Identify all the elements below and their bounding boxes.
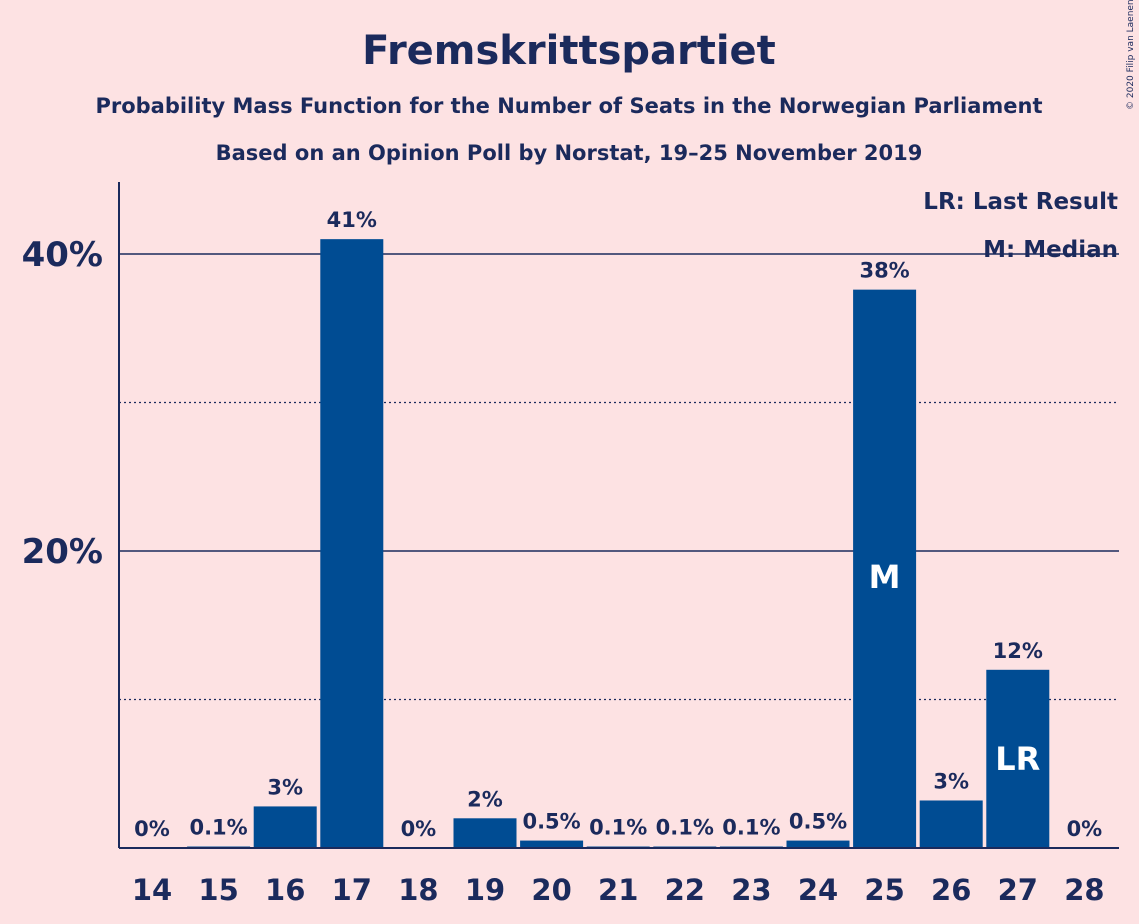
x-tick-label-21: 21	[598, 873, 638, 907]
bar-seats-19	[453, 818, 517, 848]
x-tick-label-19: 19	[465, 873, 505, 907]
y-tick-label: 40%	[22, 235, 103, 275]
x-tick-label-28: 28	[1064, 873, 1104, 907]
chart-subtitle: Probability Mass Function for the Number…	[95, 94, 1042, 118]
x-tick-label-25: 25	[864, 873, 904, 907]
data-label-seats-20: 0.5%	[522, 810, 580, 834]
data-label-seats-28: 0%	[1067, 817, 1103, 841]
data-label-seats-25: 38%	[859, 259, 909, 283]
bar-seats-16	[253, 806, 317, 848]
x-tick-label-18: 18	[398, 873, 438, 907]
chart-title: Fremskrittspartiet	[362, 28, 776, 74]
x-tick-label-26: 26	[931, 873, 971, 907]
chart-subtitle-source: Based on an Opinion Poll by Norstat, 19–…	[216, 141, 923, 165]
data-label-seats-26: 3%	[933, 769, 969, 793]
bar-seats-25	[853, 289, 917, 848]
data-label-seats-15: 0.1%	[189, 816, 247, 840]
x-tick-label-17: 17	[332, 873, 372, 907]
x-tick-label-15: 15	[198, 873, 238, 907]
legend-median: M: Median	[983, 237, 1118, 263]
data-label-seats-23: 0.1%	[722, 816, 780, 840]
data-label-seats-21: 0.1%	[589, 816, 647, 840]
x-tick-label-22: 22	[665, 873, 705, 907]
bar-seats-24	[786, 840, 850, 848]
x-tick-label-27: 27	[998, 873, 1038, 907]
data-label-seats-16: 3%	[267, 775, 303, 799]
copyright-note: © 2020 Filip van Laenen	[1126, 0, 1136, 110]
x-tick-label-23: 23	[731, 873, 771, 907]
data-label-seats-27: 12%	[993, 639, 1043, 663]
data-label-seats-18: 0%	[401, 817, 437, 841]
data-label-seats-19: 2%	[467, 787, 503, 811]
x-tick-label-24: 24	[798, 873, 838, 907]
bar-seats-17	[320, 239, 384, 848]
legend-last-result: LR: Last Result	[923, 189, 1118, 215]
x-tick-label-20: 20	[531, 873, 571, 907]
data-label-seats-14: 0%	[134, 817, 170, 841]
data-label-seats-22: 0.1%	[656, 816, 714, 840]
x-tick-label-16: 16	[265, 873, 305, 907]
bar-seats-20	[520, 840, 584, 848]
bar-seats-26	[919, 800, 983, 848]
data-label-seats-24: 0.5%	[789, 810, 847, 834]
bar-annotation-m: M	[869, 558, 901, 596]
data-label-seats-17: 41%	[327, 208, 377, 232]
y-tick-label: 20%	[22, 532, 103, 572]
x-tick-label-14: 14	[132, 873, 172, 907]
bar-annotation-lr: LR	[995, 740, 1040, 778]
bar-seats-27	[986, 669, 1050, 848]
